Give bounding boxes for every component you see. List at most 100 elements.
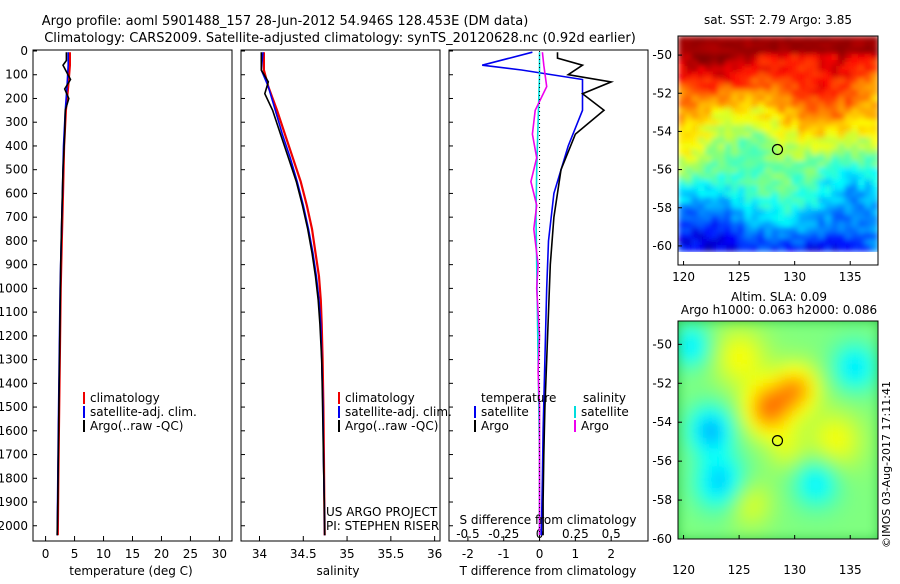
sst-cell [804,227,813,235]
sst-cell [678,197,686,205]
t-difference-tick-label: 0 [536,547,544,561]
sst-cell [718,209,726,217]
sst-cell [778,179,786,187]
sla-cell [803,493,813,504]
sst-cell [831,83,839,91]
sst-cell [778,239,786,247]
sst-cell [784,197,793,205]
sla-cell [844,411,854,422]
sla-cell [819,357,829,368]
sla-cell [728,384,738,395]
sst-cell [858,197,866,205]
depth-tick-label: 400 [5,139,28,153]
sst-cell [791,227,799,235]
sst-cell [684,137,693,145]
sst-cell [864,239,873,247]
sla-cell [853,493,863,504]
sla-cell [703,420,713,431]
sla-cell [844,321,854,332]
sst-cell [871,239,878,247]
sla-cell [794,420,804,431]
sst-cell [684,161,693,169]
sst-cell [731,77,739,85]
salinity-tick-label: 34 [252,547,267,561]
sla-cell [828,393,838,404]
sst-cell [784,83,793,91]
sst-cell [818,89,826,97]
sla-cell [869,375,878,386]
sst-cell [784,59,793,67]
sla-cell [678,411,688,422]
sst-cell [778,185,786,193]
sla-cell [736,357,746,368]
sst-cell [758,227,766,235]
sst-cell [864,221,873,229]
sst-cell [738,155,746,163]
sla-cell [719,366,729,377]
sst-cell [844,227,853,235]
sla-cell [719,502,729,513]
sla-cell [686,321,696,332]
sst-cell [764,239,773,247]
sla-cell [778,321,788,332]
sla-cell [811,529,821,539]
sst-cell [704,209,713,217]
sst-cell [744,65,753,73]
sst-cell [678,239,686,247]
sst-cell [784,107,793,115]
sla-cell [861,502,871,513]
sla-cell [744,375,754,386]
sst-cell [784,179,793,187]
sst-cell [791,95,799,103]
sst-cell [778,137,786,145]
sst-cell [704,71,713,79]
legend-title-temperature: temperature [481,391,556,405]
depth-tick-label: 1600 [0,424,28,438]
sla-cell [794,384,804,395]
sst-cell [798,107,806,115]
sst-cell [711,245,719,252]
sst-cell [704,101,713,109]
sst-cell [704,161,713,169]
sst-cell [798,101,806,109]
sst-cell [704,53,713,61]
sla-cell [719,529,729,539]
sla-cell [778,520,788,531]
sst-cell [798,167,806,175]
sla-cell [711,466,721,477]
sst-cell [871,221,878,229]
sst-cell [691,197,699,205]
sla-cell [694,502,704,513]
temperature-tick-label: 15 [125,547,140,561]
sst-cell [824,173,833,181]
sst-cell [711,185,719,193]
sst-cell [838,83,846,91]
sst-cell [818,149,826,157]
sst-cell [731,239,739,247]
sst-cell [831,77,839,85]
sst-cell [811,245,819,252]
sst-cell [684,101,693,109]
sst-cell [831,137,839,145]
sla-cell [836,384,846,395]
sst-cell [744,101,753,109]
sla-cell [803,330,813,341]
sla-cell [778,339,788,350]
sst-cell [811,47,819,55]
sst-cell [831,233,839,241]
sst-cell [871,143,878,151]
sst-cell [858,239,866,247]
sla-cell [753,402,763,413]
sst-cell [711,95,719,103]
sst-cell [871,36,878,43]
sst-cell [804,191,813,199]
sst-cell [684,131,693,139]
sla-cell [736,393,746,404]
sst-cell [771,233,779,241]
sla-cell [753,475,763,486]
sst-cell [711,53,719,61]
sla-cell [811,420,821,431]
sla-cell [811,366,821,377]
sla-cell [694,375,704,386]
sst-cell [831,239,839,247]
